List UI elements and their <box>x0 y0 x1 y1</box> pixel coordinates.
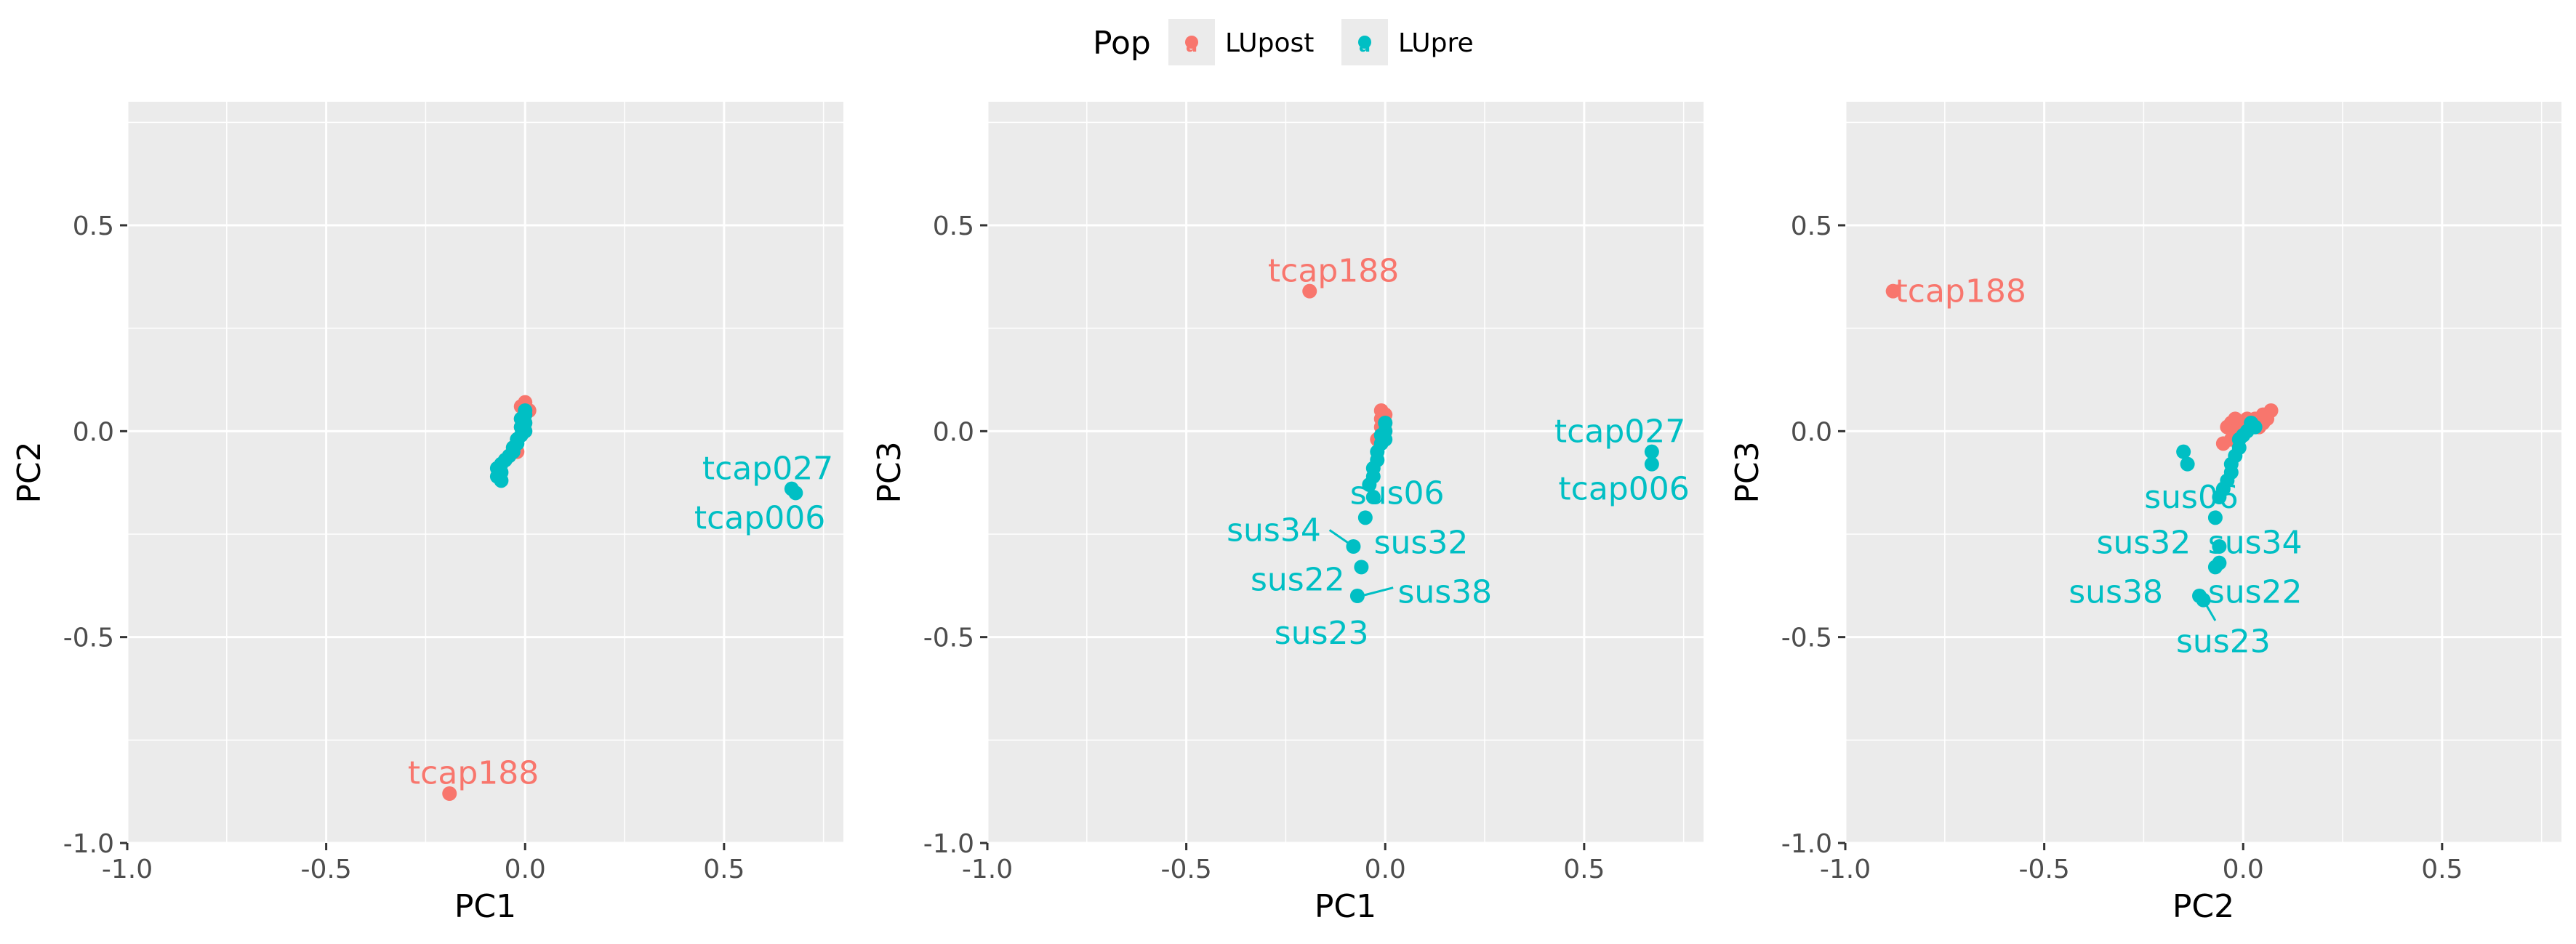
legend-title: Pop <box>1093 25 1151 62</box>
point-label: sus22 <box>2208 573 2303 610</box>
point-label: sus32 <box>2097 524 2191 561</box>
legend-label: LUpost <box>1225 28 1314 58</box>
x-tick-label: 0.0 <box>505 855 546 884</box>
y-axis-title: PC3 <box>871 441 908 503</box>
point-label: tcap006 <box>694 499 825 536</box>
x-axis-title: PC1 <box>454 888 516 925</box>
data-point <box>2207 510 2223 525</box>
point-label: sus06 <box>2144 479 2239 516</box>
data-point <box>1362 477 1377 492</box>
legend-label: LUpre <box>1398 28 1474 58</box>
point-label: tcap188 <box>408 755 539 792</box>
x-tick-label: -0.5 <box>300 855 351 884</box>
x-tick-label: 0.5 <box>1563 855 1605 884</box>
data-point <box>2212 490 2227 504</box>
x-tick-label: -0.5 <box>1160 855 1211 884</box>
legend: Pop a LUpost a LUpre <box>1093 19 1474 65</box>
point-label: sus23 <box>2176 623 2271 660</box>
data-point <box>1354 560 1369 575</box>
data-point <box>1349 589 1365 603</box>
data-point <box>442 786 457 801</box>
gridlines <box>986 102 1704 844</box>
x-tick-label: 0.0 <box>2223 855 2264 884</box>
data-point <box>2215 436 2231 451</box>
y-tick-label: -1.0 <box>1781 829 1832 859</box>
data-point <box>1644 444 1659 459</box>
y-tick-label: -1.0 <box>63 829 114 859</box>
panel-2: -1.0 -0.5 0.0 0.5 -1.0 -0.5 0.0 0.5 PC1 PC3 tcap18… <box>871 102 1704 925</box>
panel-3: -1.0 -0.5 0.0 0.5 -1.0 -0.5 0.0 0.5 PC2 PC3 tcap18… <box>1729 102 2561 925</box>
x-tick-label: -0.5 <box>2018 855 2069 884</box>
point-label: tcap188 <box>1268 252 1399 289</box>
x-axis-title: PC1 <box>1315 888 1376 925</box>
point-label: tcap188 <box>1895 273 2026 310</box>
y-axis-title: PC3 <box>1729 441 1766 503</box>
panel-1: -1.0 -0.5 0.0 0.5 -1.0 -0.5 0.0 0.5 PC1 PC2 tcap18… <box>11 102 843 925</box>
data-point <box>1302 283 1317 299</box>
x-tick-label: -1.0 <box>962 855 1013 884</box>
x-tick-label: 0.5 <box>2421 855 2463 884</box>
data-point <box>2247 419 2263 435</box>
y-tick-label: 0.0 <box>73 417 114 447</box>
data-point <box>2212 555 2227 570</box>
series-lupre <box>489 403 803 501</box>
point-label: tcap027 <box>1554 413 1685 450</box>
data-point <box>1644 456 1659 472</box>
y-tick-label: -0.5 <box>1781 624 1832 653</box>
y-tick-label: 0.5 <box>73 211 114 241</box>
label-leader-line <box>1361 586 1394 597</box>
legend-entry-lupost: a LUpost <box>1168 19 1314 65</box>
series-lupre <box>1346 416 1659 603</box>
data-point <box>2212 539 2227 554</box>
data-point <box>1885 283 1901 299</box>
data-point <box>2196 592 2211 608</box>
y-tick-label: -1.0 <box>923 829 974 859</box>
point-label: sus23 <box>1275 615 1369 652</box>
y-tick-label: 0.0 <box>933 417 974 447</box>
legend-entry-lupre: a LUpre <box>1341 19 1474 65</box>
x-tick-label: 0.5 <box>703 855 745 884</box>
y-tick-label: 0.5 <box>933 211 974 241</box>
data-point <box>1357 510 1373 525</box>
x-tick-label: -1.0 <box>102 855 153 884</box>
legend-key-glyph: a <box>1186 36 1197 56</box>
y-tick-label: 0.5 <box>1791 211 1832 241</box>
legend-key-point <box>1358 36 1371 49</box>
point-label: sus22 <box>1251 561 1345 598</box>
data-point <box>1365 490 1381 504</box>
legend-key-glyph: a <box>1359 36 1371 56</box>
data-point <box>2180 456 2195 472</box>
legend-key-point <box>1185 36 1198 49</box>
point-label: tcap006 <box>1558 471 1689 508</box>
point-label: sus38 <box>1397 573 1492 610</box>
x-tick-label: -1.0 <box>1820 855 1871 884</box>
point-label: sus34 <box>1227 512 1321 549</box>
point-label: sus06 <box>1350 475 1445 512</box>
data-point <box>2176 444 2191 459</box>
data-point <box>494 473 509 488</box>
y-axis-title: PC2 <box>11 441 48 503</box>
y-tick-label: 0.0 <box>1791 417 1832 447</box>
data-point <box>1346 539 1361 554</box>
x-axis-title: PC2 <box>2172 888 2234 925</box>
point-label: sus34 <box>2208 524 2303 561</box>
panel-background <box>1845 102 2561 843</box>
point-label: tcap027 <box>702 450 833 487</box>
series-lupre <box>2176 416 2263 608</box>
point-label: sus38 <box>2069 573 2163 610</box>
point-label: sus32 <box>1374 524 1469 561</box>
x-tick-label: 0.0 <box>1365 855 1406 884</box>
y-tick-label: -0.5 <box>63 624 114 653</box>
data-point <box>784 481 799 496</box>
y-tick-label: -0.5 <box>923 624 974 653</box>
